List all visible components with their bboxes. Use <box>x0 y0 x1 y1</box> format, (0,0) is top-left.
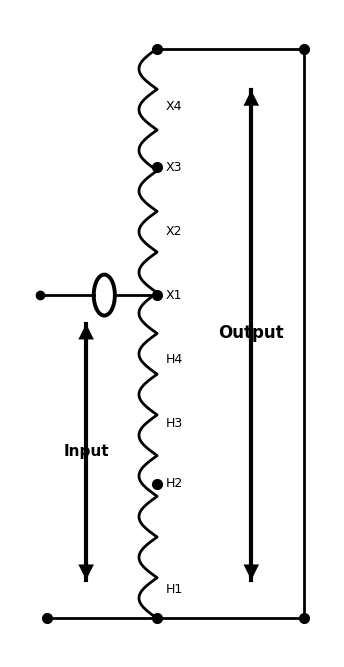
Text: Input: Input <box>63 444 109 460</box>
Text: Output: Output <box>218 325 284 342</box>
Text: H3: H3 <box>165 417 183 430</box>
Text: X2: X2 <box>165 225 182 237</box>
Text: X4: X4 <box>165 99 182 113</box>
Text: X1: X1 <box>165 289 182 301</box>
Text: H1: H1 <box>165 583 183 596</box>
Text: H4: H4 <box>165 353 183 366</box>
Text: H2: H2 <box>165 478 183 490</box>
Text: X3: X3 <box>165 161 182 173</box>
